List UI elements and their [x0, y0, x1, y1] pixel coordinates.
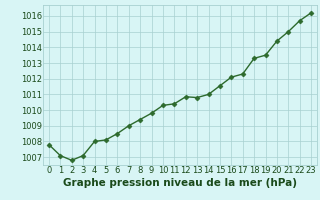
X-axis label: Graphe pression niveau de la mer (hPa): Graphe pression niveau de la mer (hPa) [63, 178, 297, 188]
